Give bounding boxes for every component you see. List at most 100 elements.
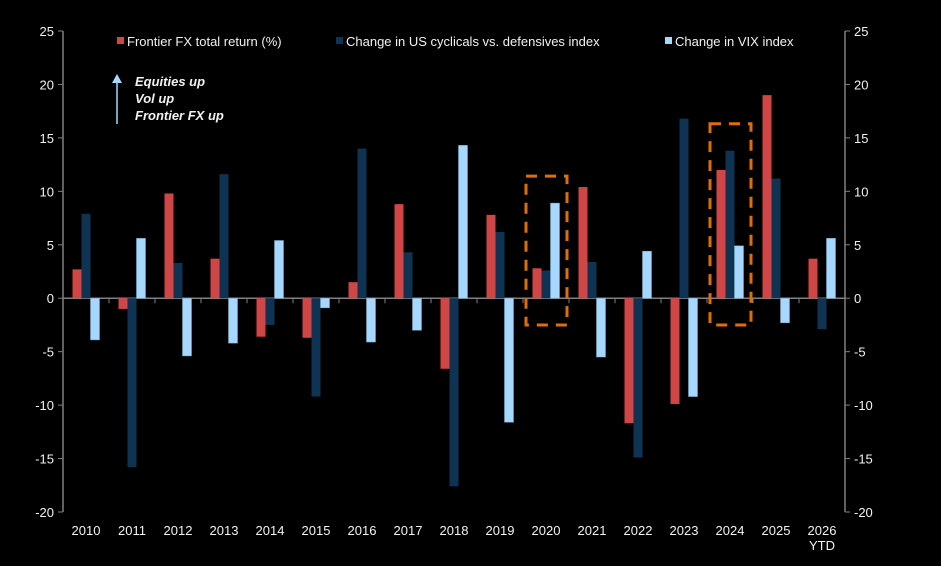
x-tick-label: 2013 [210, 523, 239, 538]
bar-cyclicals-vs-defensives-2021 [587, 261, 597, 299]
bar-cyclicals-vs-defensives-2024 [725, 150, 735, 299]
bar-frontier-fx-2024 [716, 169, 726, 299]
x-tick-label: 2012 [164, 523, 193, 538]
highlight-box-2024 [708, 122, 753, 327]
bar-frontier-fx-2017 [394, 204, 404, 299]
bar-vix-2013 [228, 297, 238, 344]
x-tick-label: 2024 [716, 523, 745, 538]
legend-swatch-2 [665, 37, 672, 44]
bar-cyclicals-vs-defensives-2012 [173, 262, 183, 299]
bar-vix-2026-ytd [826, 238, 836, 299]
bar-vix-2015 [320, 297, 330, 309]
bar-cyclicals-vs-defensives-2025 [771, 178, 781, 299]
right-tick-label: -10 [854, 398, 873, 413]
left-tick-label: -15 [35, 452, 54, 467]
bar-vix-2021 [596, 297, 606, 358]
bar-frontier-fx-2013 [210, 258, 220, 299]
bar-cyclicals-vs-defensives-2018 [449, 298, 459, 487]
x-tick-label: 2016 [348, 523, 377, 538]
right-tick-label: 0 [854, 291, 861, 306]
bar-vix-2022 [642, 250, 652, 299]
highlight-box-2020 [524, 174, 569, 327]
x-tick-label: 2018 [440, 523, 469, 538]
right-tick-label: 10 [854, 184, 868, 199]
bar-frontier-fx-2016 [348, 282, 358, 299]
bar-vix-2012 [182, 297, 192, 357]
legend-label-0: Frontier FX total return (%) [127, 34, 282, 49]
bar-cyclicals-vs-defensives-2022 [633, 298, 643, 458]
legend-swatch-0 [117, 37, 124, 44]
right-tick-label: 20 [854, 77, 868, 92]
bar-vix-2010 [90, 297, 100, 341]
bar-cyclicals-vs-defensives-2014 [265, 298, 275, 325]
bar-frontier-fx-2026-ytd [808, 258, 818, 299]
bar-vix-2017 [412, 297, 422, 331]
x-tick-label: 2021 [578, 523, 607, 538]
bar-frontier-fx-2022 [624, 298, 634, 424]
bars [72, 95, 836, 487]
bar-vix-2024 [734, 245, 744, 299]
bar-frontier-fx-2021 [578, 187, 588, 299]
left-tick-label: -5 [42, 345, 54, 360]
bar-vix-2025 [780, 297, 790, 324]
bar-frontier-fx-2023 [670, 298, 680, 405]
direction-annotation: Equities up Vol up Frontier FX up [112, 74, 224, 124]
right-tick-label: -5 [854, 345, 866, 360]
bar-cyclicals-vs-defensives-2013 [219, 174, 229, 299]
right-tick-label: -15 [854, 452, 873, 467]
bar-frontier-fx-2019 [486, 214, 496, 299]
left-tick-label: 15 [40, 131, 54, 146]
x-tick-label: 2020 [532, 523, 561, 538]
x-tick-label: 2023 [670, 523, 699, 538]
bar-cyclicals-vs-defensives-2026-ytd [817, 298, 827, 330]
x-tick-label: 2014 [256, 523, 285, 538]
bar-frontier-fx-2015 [302, 298, 312, 338]
bar-vix-2016 [366, 297, 376, 343]
legend: Frontier FX total return (%) Change in US… [117, 34, 794, 49]
x-tick-label: 2015 [302, 523, 331, 538]
x-tick-label: 2019 [486, 523, 515, 538]
right-tick-label: -20 [854, 505, 873, 520]
bar-cyclicals-vs-defensives-2017 [403, 252, 413, 299]
bar-cyclicals-vs-defensives-2011 [127, 298, 137, 468]
left-tick-label: 10 [40, 184, 54, 199]
bar-vix-2019 [504, 297, 514, 423]
bar-frontier-fx-2014 [256, 298, 266, 337]
x-tick-label: 2022 [624, 523, 653, 538]
left-tick-label: 0 [47, 291, 54, 306]
legend-label-1: Change in US cyclicals vs. defensives in… [346, 34, 600, 49]
bar-vix-2014 [274, 240, 284, 299]
bar-vix-2023 [688, 297, 698, 397]
bar-cyclicals-vs-defensives-2019 [495, 231, 505, 299]
bar-cyclicals-vs-defensives-2023 [679, 118, 689, 299]
bar-frontier-fx-2025 [762, 95, 772, 299]
bar-cyclicals-vs-defensives-2015 [311, 298, 321, 397]
highlight-boxes [524, 122, 753, 327]
annotation-text-line: Frontier FX up [135, 108, 224, 123]
bar-frontier-fx-2010 [72, 269, 82, 299]
bar-vix-2018 [458, 145, 468, 299]
bar-cyclicals-vs-defensives-2010 [81, 213, 91, 299]
x-tick-label: 2010 [72, 523, 101, 538]
x-tick-label: 2025 [762, 523, 791, 538]
legend-label-2: Change in VIX index [675, 34, 794, 49]
bar-vix-2020 [550, 202, 560, 299]
left-tick-label: 25 [40, 24, 54, 39]
bar-frontier-fx-2018 [440, 298, 450, 369]
bar-frontier-fx-2012 [164, 193, 174, 299]
left-tick-label: 20 [40, 77, 54, 92]
bar-frontier-fx-2011 [118, 298, 128, 309]
right-tick-label: 25 [854, 24, 868, 39]
left-tick-label: -20 [35, 505, 54, 520]
right-tick-label: 5 [854, 238, 861, 253]
x-tick-label: 2026 YTD [808, 523, 837, 553]
annotation-text-line: Equities up [135, 74, 205, 89]
left-tick-label: 5 [47, 238, 54, 253]
x-tick-label: 2011 [118, 523, 146, 538]
legend-swatch-1 [336, 37, 343, 44]
annotation-text-line: Vol up [135, 91, 174, 106]
x-tick-label: 2017 [394, 523, 423, 538]
bar-cyclicals-vs-defensives-2020 [541, 270, 551, 299]
